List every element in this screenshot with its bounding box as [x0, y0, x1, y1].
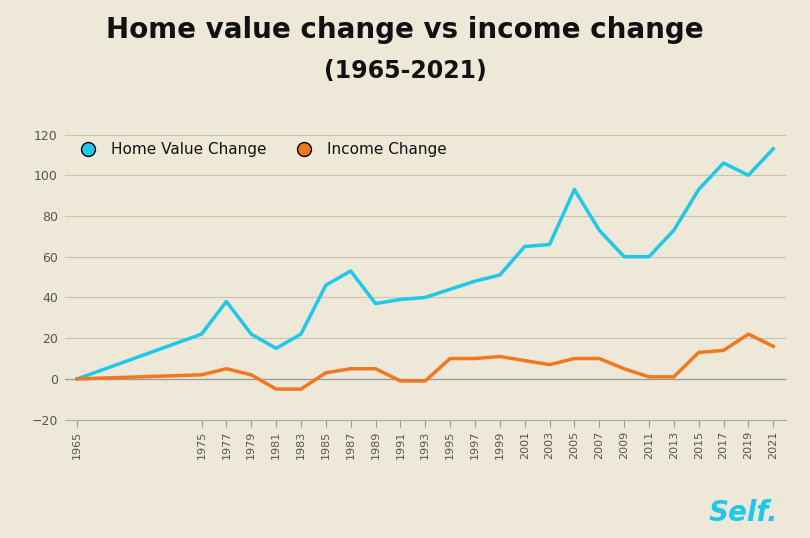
- Legend: Home Value Change, Income Change: Home Value Change, Income Change: [72, 142, 447, 157]
- Text: (1965-2021): (1965-2021): [324, 59, 486, 83]
- Text: Home value change vs income change: Home value change vs income change: [106, 16, 704, 44]
- Text: Self.: Self.: [708, 499, 778, 527]
